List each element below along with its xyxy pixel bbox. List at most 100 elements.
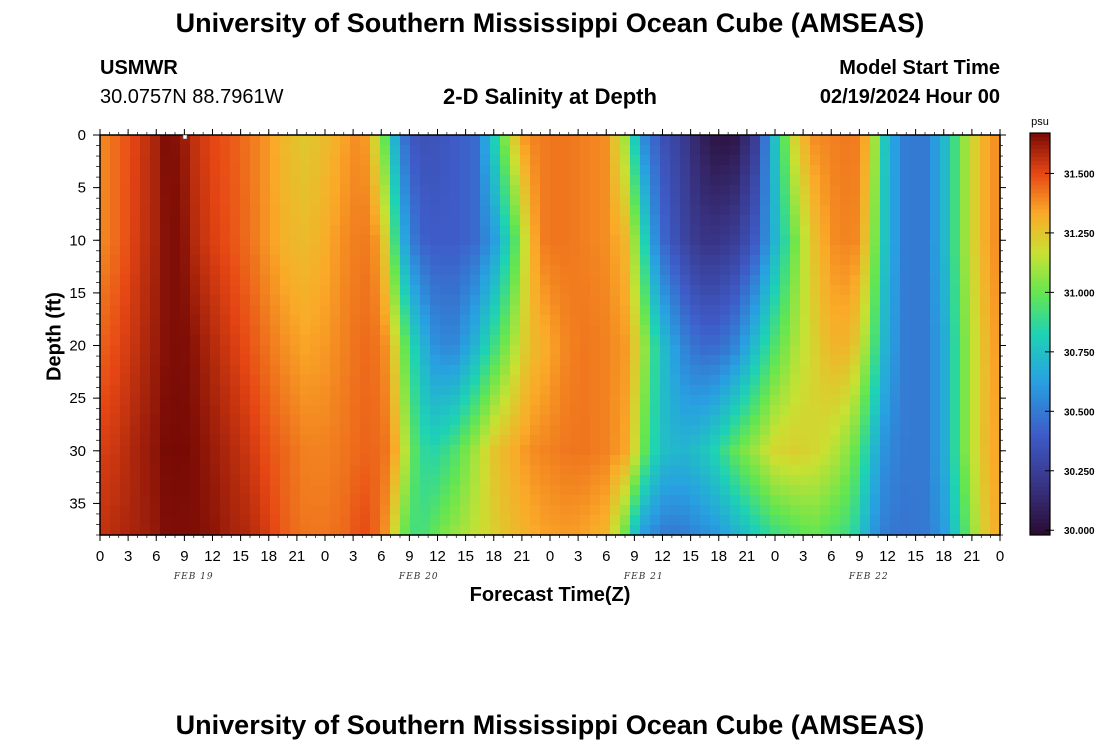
heatmap-cell (680, 425, 691, 436)
heatmap-cell (140, 205, 151, 216)
heatmap-cell (170, 235, 181, 246)
heatmap-cell (740, 365, 751, 376)
heatmap-cell (160, 425, 171, 436)
heatmap-cell (730, 375, 741, 386)
heatmap-cell (310, 455, 321, 466)
heatmap-cell (190, 445, 201, 456)
heatmap-cell (680, 135, 691, 146)
heatmap-cell (220, 385, 231, 396)
heatmap-cell (770, 335, 781, 346)
heatmap-cell (590, 275, 601, 286)
heatmap-cell (150, 525, 161, 536)
heatmap-cell (840, 385, 851, 396)
heatmap-cell (840, 195, 851, 206)
heatmap-cell (460, 205, 471, 216)
heatmap-cell (150, 205, 161, 216)
heatmap-cell (140, 365, 151, 376)
heatmap-cell (510, 355, 521, 366)
heatmap-cell (570, 265, 581, 276)
heatmap-cell (590, 525, 601, 536)
heatmap-cell (790, 285, 801, 296)
heatmap-cell (240, 365, 251, 376)
heatmap-cell (730, 205, 741, 216)
heatmap-cell (500, 235, 511, 246)
heatmap-cell (570, 465, 581, 476)
heatmap-cell (960, 365, 971, 376)
heatmap-cell (630, 485, 641, 496)
heatmap-cell (180, 205, 191, 216)
heatmap-cell (790, 205, 801, 216)
heatmap-cell (770, 395, 781, 406)
heatmap-cell (590, 465, 601, 476)
heatmap-cell (310, 155, 321, 166)
heatmap-cell (350, 355, 361, 366)
y-tick-label: 10 (69, 232, 86, 249)
heatmap-cell (300, 255, 311, 266)
heatmap-cell (950, 395, 961, 406)
heatmap-cell (280, 375, 291, 386)
heatmap-cell (270, 375, 281, 386)
heatmap-cell (870, 505, 881, 516)
heatmap-cell (930, 145, 941, 156)
heatmap-cell (100, 515, 111, 526)
heatmap-cell (110, 365, 121, 376)
heatmap-cell (320, 195, 331, 206)
heatmap-cell (390, 295, 401, 306)
heatmap-cell (200, 515, 211, 526)
heatmap-cell (970, 205, 981, 216)
heatmap-cell (520, 145, 531, 156)
heatmap-cell (280, 385, 291, 396)
heatmap-cell (670, 205, 681, 216)
heatmap-cell (980, 455, 991, 466)
heatmap-cell (790, 505, 801, 516)
heatmap-cell (290, 255, 301, 266)
heatmap-cell (980, 275, 991, 286)
heatmap-cell (820, 525, 831, 536)
heatmap-cell (980, 425, 991, 436)
heatmap-cell (480, 475, 491, 486)
heatmap-cell (270, 365, 281, 376)
heatmap-cell (570, 475, 581, 486)
heatmap-cell (140, 295, 151, 306)
heatmap-cell (880, 375, 891, 386)
heatmap-cell (670, 465, 681, 476)
heatmap-cell (770, 185, 781, 196)
heatmap-cell (680, 495, 691, 506)
heatmap-cell (130, 385, 141, 396)
heatmap-cell (950, 525, 961, 536)
heatmap-cell (870, 355, 881, 366)
heatmap-cell (990, 355, 1001, 366)
heatmap-cell (710, 475, 721, 486)
heatmap-cell (990, 245, 1001, 256)
heatmap-cell (130, 495, 141, 506)
heatmap-cell (760, 175, 771, 186)
heatmap-cell (600, 295, 611, 306)
heatmap-cell (250, 305, 261, 316)
heatmap-cell (260, 475, 271, 486)
heatmap-cell (710, 455, 721, 466)
heatmap-cell (200, 335, 211, 346)
heatmap-cell (400, 455, 411, 466)
heatmap-cell (110, 175, 121, 186)
heatmap-cell (740, 255, 751, 266)
heatmap-cell (350, 345, 361, 356)
heatmap-cell (360, 195, 371, 206)
heatmap-cell (780, 195, 791, 206)
heatmap-cell (500, 255, 511, 266)
heatmap-cell (560, 265, 571, 276)
heatmap-cell (670, 225, 681, 236)
heatmap-cell (430, 175, 441, 186)
heatmap-cell (600, 165, 611, 176)
heatmap-cell (800, 325, 811, 336)
heatmap-cell (400, 415, 411, 426)
heatmap-cell (700, 375, 711, 386)
heatmap-cell (210, 185, 221, 196)
colorbar-segment (1030, 490, 1050, 496)
heatmap-cell (240, 475, 251, 486)
heatmap-cell (690, 455, 701, 466)
heatmap-cell (690, 245, 701, 256)
heatmap-cell (340, 515, 351, 526)
heatmap-cell (780, 335, 791, 346)
heatmap-cell (350, 405, 361, 416)
heatmap-cell (960, 425, 971, 436)
